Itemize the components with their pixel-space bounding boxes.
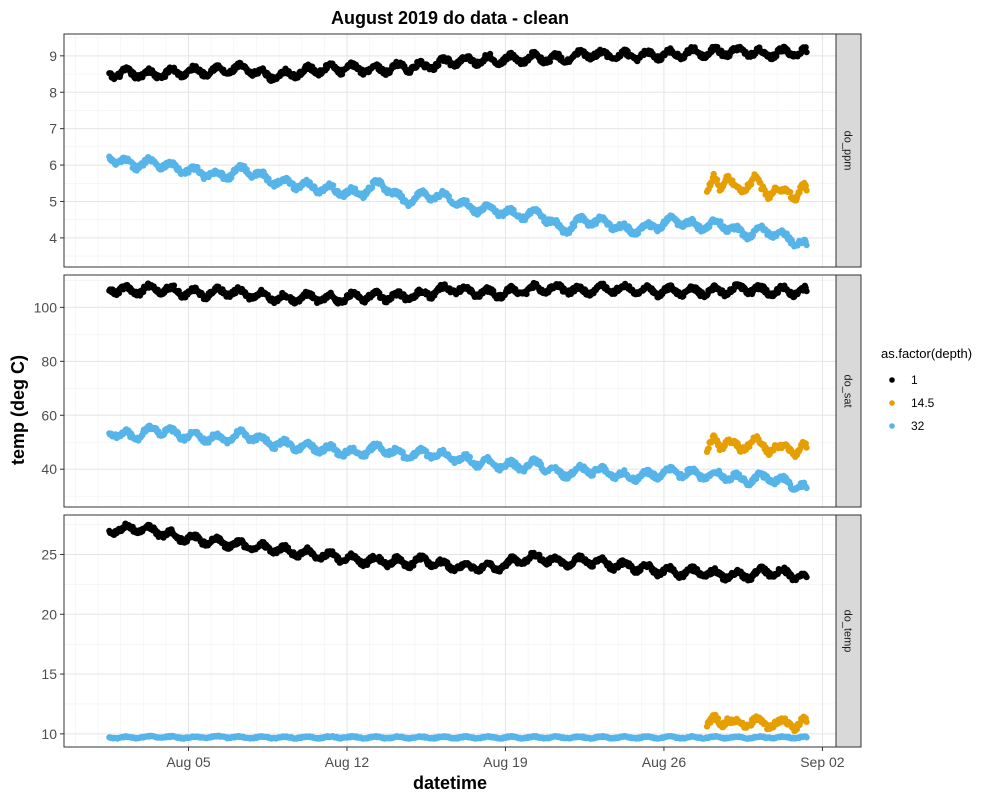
data-point-depth-14.5 — [714, 176, 721, 183]
data-point-depth-32 — [803, 242, 810, 249]
facet-strip-label: do_sat — [842, 374, 854, 407]
y-tick-label: 15 — [41, 666, 57, 682]
y-tick-label: 80 — [41, 353, 57, 369]
y-tick-label: 4 — [49, 230, 57, 246]
data-point-depth-1 — [802, 44, 809, 51]
y-tick-label: 25 — [41, 546, 57, 562]
data-point-depth-14.5 — [705, 445, 712, 452]
panel-background — [64, 515, 836, 747]
chart-title: August 2019 do data - clean — [331, 8, 569, 28]
data-point-depth-14.5 — [787, 188, 794, 196]
y-tick-label: 7 — [49, 121, 57, 137]
y-tick-label: 10 — [41, 726, 57, 742]
y-tick-label: 9 — [49, 48, 57, 64]
data-point-depth-1 — [162, 73, 169, 80]
series-group — [106, 43, 810, 250]
y-tick-label: 5 — [49, 193, 57, 209]
x-axis-title: datetime — [413, 773, 487, 793]
facet-strip-label: do_ppm — [842, 131, 854, 171]
data-point-depth-1 — [803, 49, 810, 56]
data-point-depth-1 — [803, 574, 810, 581]
facet-panel-do_sat: 40 60 80 100 do_sat — [34, 274, 862, 508]
data-point-depth-1 — [803, 288, 810, 295]
data-point-depth-14.5 — [803, 718, 810, 726]
data-point-depth-14.5 — [803, 444, 810, 451]
y-tick-label: 6 — [49, 157, 57, 173]
y-tick-label: 20 — [41, 606, 57, 622]
y-tick-label: 8 — [49, 84, 57, 100]
data-point-depth-32 — [369, 184, 376, 191]
data-point-depth-14.5 — [748, 181, 755, 188]
data-point-depth-32 — [289, 180, 296, 187]
panel-background — [64, 34, 836, 267]
y-tick-label: 60 — [41, 407, 57, 423]
data-point-depth-1 — [435, 62, 442, 69]
facet-panel-do_ppm: 4 5 6 7 8 9 do_ppm — [49, 33, 862, 268]
data-point-depth-32 — [330, 182, 337, 189]
facet-panels: 456789do_ppm406080100do_sat10152025do_te… — [34, 33, 862, 770]
y-axis-title: temp (deg C) — [8, 355, 28, 465]
y-tick-label: 100 — [34, 299, 58, 315]
data-point-depth-14.5 — [803, 187, 810, 194]
data-point-depth-32 — [466, 453, 473, 461]
data-point-depth-32 — [803, 485, 810, 492]
y-tick-label: 40 — [41, 461, 57, 477]
